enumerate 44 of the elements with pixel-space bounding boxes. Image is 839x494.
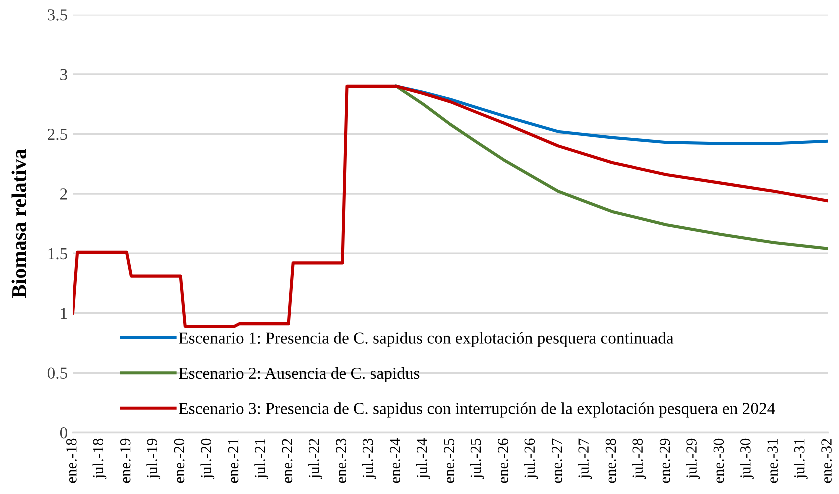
- x-tick-label: jul.-19: [146, 438, 161, 480]
- x-tick-label: jul.-23: [362, 438, 376, 480]
- line-series: [72, 84, 828, 328]
- x-tick-label: jul.-22: [308, 439, 322, 480]
- y-tick-label: 2.5: [48, 128, 68, 140]
- x-tick-label: ene.-28: [606, 438, 616, 484]
- x-tick-label: ene.-20: [174, 438, 185, 484]
- x-tick-label: jul.-21: [254, 439, 269, 480]
- legend-label: Escenario 3: Presencia de C. sapidus con interrupción de la explotación pesquera en 2024: [179, 402, 776, 418]
- y-tick-label: 3.5: [48, 10, 68, 21]
- x-tick-label: jul.-25: [470, 438, 484, 480]
- y-tick-label: 0.5: [48, 368, 68, 380]
- legend-label: Escenario 2: Ausencia de C. sapidus: [179, 367, 420, 383]
- x-tick-label: jul.-27: [578, 438, 592, 480]
- x-tick-label: jul.-29: [686, 438, 700, 480]
- y-tick-label: 0: [60, 427, 68, 439]
- x-tick-label: jul.-28: [632, 438, 646, 480]
- x-tick-label: ene.-21: [228, 439, 239, 484]
- x-tick-label: jul.-18: [92, 438, 107, 480]
- line-series: [395, 84, 828, 146]
- x-tick-label: ene.-18: [66, 438, 77, 484]
- x-tick-label: jul.-24: [416, 438, 430, 480]
- x-tick-label: ene.-25: [444, 438, 455, 484]
- x-tick-label: ene.-22: [282, 439, 293, 484]
- y-tick-label: 3: [60, 69, 68, 80]
- x-tick-label: ene.-29: [660, 438, 670, 484]
- x-tick-label: ene.-23: [336, 438, 347, 484]
- x-tick-label: ene.-24: [390, 438, 400, 484]
- x-tick-label: jul.-30: [740, 438, 754, 480]
- x-tick-label: jul.-20: [200, 438, 215, 480]
- y-tick-label: 1: [61, 308, 68, 320]
- x-tick-label: ene.-31: [768, 439, 778, 484]
- x-tick-label: ene.-27: [552, 438, 562, 484]
- x-tick-label: jul.-26: [524, 438, 538, 480]
- x-tick-label: ene.-30: [714, 438, 724, 484]
- line-series: [395, 84, 828, 250]
- y-axis-title: Biomasa relativa: [12, 149, 26, 298]
- x-tick-label: ene.-19: [120, 438, 131, 484]
- x-tick-label: ene.-26: [498, 438, 508, 484]
- y-tick-label: 2: [60, 188, 68, 200]
- y-tick-label: 1.5: [48, 248, 68, 260]
- legend-label: Escenario 1: Presencia de C. sapidus con explotación pesquera continuada: [179, 332, 674, 348]
- x-tick-label: jul.-31: [794, 439, 808, 480]
- x-tick-label: ene.-32: [822, 439, 832, 484]
